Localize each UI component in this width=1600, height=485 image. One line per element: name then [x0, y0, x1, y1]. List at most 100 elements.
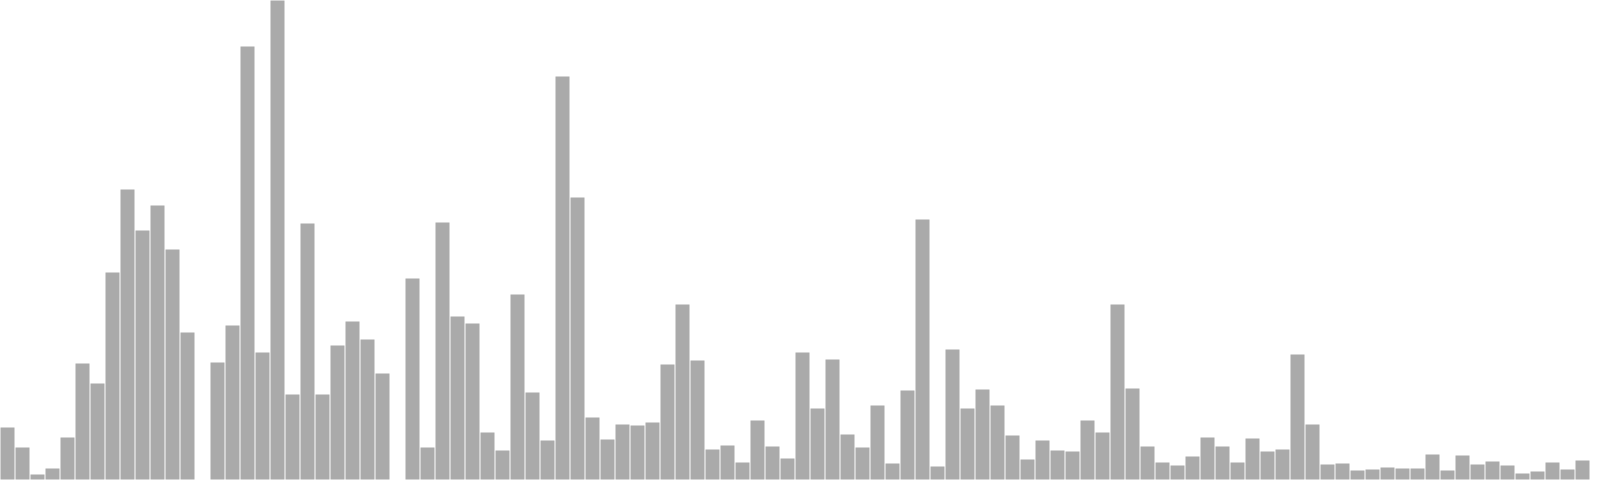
bar: [1484, 460, 1501, 481]
bar: [1289, 353, 1306, 481]
bar: [884, 462, 901, 481]
bar: [254, 351, 271, 481]
bar: [164, 248, 181, 481]
bar: [239, 45, 256, 481]
bar: [269, 0, 286, 481]
bar: [14, 446, 31, 481]
bar: [689, 359, 706, 481]
bar: [1424, 453, 1441, 481]
bar: [1529, 470, 1546, 481]
bar: [1439, 469, 1456, 481]
bar: [1079, 419, 1096, 481]
bar: [869, 404, 886, 481]
bar: [644, 421, 661, 481]
bar: [0, 426, 16, 481]
bar: [1109, 303, 1126, 481]
bar: [1214, 445, 1231, 481]
bar: [59, 436, 76, 481]
bar: [224, 324, 241, 481]
bar: [629, 424, 646, 481]
bar: [974, 388, 991, 481]
bar: [1094, 431, 1111, 481]
bar: [1229, 461, 1246, 481]
bar: [434, 221, 451, 481]
bar: [44, 467, 61, 481]
bar: [1349, 469, 1366, 481]
bar: [464, 322, 481, 481]
bar: [764, 445, 781, 481]
bar: [1064, 450, 1081, 481]
bar: [899, 389, 916, 481]
bar: [344, 320, 361, 481]
bar: [944, 348, 961, 481]
bar: [719, 444, 736, 481]
bar: [794, 351, 811, 481]
bar: [599, 438, 616, 481]
bar: [1319, 463, 1336, 481]
bar: [74, 362, 91, 481]
bar: [989, 404, 1006, 481]
bar: [554, 75, 571, 481]
bar: [839, 433, 856, 481]
bar: [674, 303, 691, 481]
bar: [494, 449, 511, 481]
bar: [959, 407, 976, 481]
bar: [374, 372, 391, 481]
bar: [539, 439, 556, 481]
bar: [1304, 423, 1321, 481]
bar: [1199, 436, 1216, 481]
bar: [809, 407, 826, 481]
bar: [1139, 445, 1156, 481]
bar: [29, 473, 46, 481]
bar: [1409, 467, 1426, 481]
bar: [1259, 450, 1276, 481]
bar: [1514, 472, 1531, 481]
bar: [284, 393, 301, 481]
bar: [179, 331, 196, 481]
bar: [329, 344, 346, 481]
bar: [779, 457, 796, 481]
bar: [479, 431, 496, 481]
bar: [314, 393, 331, 481]
bar: [134, 229, 151, 481]
bar: [359, 338, 376, 481]
bar: [404, 277, 421, 481]
bar: [929, 465, 946, 481]
bar: [1184, 455, 1201, 481]
bar: [419, 446, 436, 481]
bar: [1379, 466, 1396, 481]
bar: [1049, 449, 1066, 481]
bar: [1019, 458, 1036, 481]
bar: [1334, 462, 1351, 481]
bar: [1364, 468, 1381, 481]
bar: [824, 358, 841, 481]
bar: [1499, 464, 1516, 481]
bar: [1124, 387, 1141, 481]
bar: [734, 461, 751, 481]
bar: [659, 363, 676, 481]
bar: [299, 222, 316, 481]
bar: [914, 218, 931, 481]
bar: [1154, 461, 1171, 481]
bar: [104, 271, 121, 481]
bar: [509, 293, 526, 481]
bar: [209, 361, 226, 481]
bar: [584, 416, 601, 481]
bar: [1034, 439, 1051, 481]
bar: [749, 419, 766, 481]
bar: [569, 196, 586, 481]
bar: [1454, 454, 1471, 481]
bar: [614, 423, 631, 481]
bar: [1559, 468, 1576, 481]
bar: [119, 188, 136, 481]
bar: [1169, 464, 1186, 481]
bar: [1244, 437, 1261, 481]
bar: [1004, 434, 1021, 481]
bar: [854, 446, 871, 481]
bar: [1544, 461, 1561, 481]
bar: [1574, 459, 1591, 481]
bar: [449, 315, 466, 481]
